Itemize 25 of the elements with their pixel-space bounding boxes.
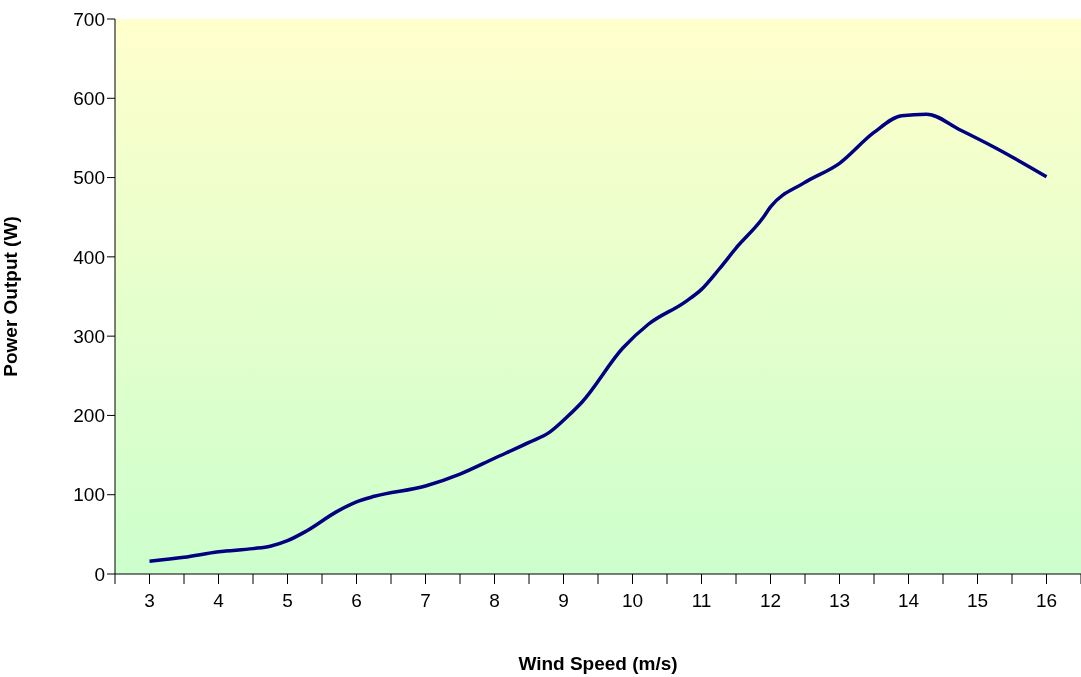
y-tick-label: 200: [73, 405, 105, 427]
x-tick-label: 4: [213, 590, 225, 612]
x-tick-label: 9: [558, 590, 569, 612]
x-tick-label: 14: [897, 590, 920, 612]
y-tick-label: 0: [94, 563, 105, 585]
y-tick-label: 100: [73, 484, 105, 506]
y-axis-title: Power Output (W): [0, 216, 21, 377]
y-tick-label: 600: [73, 88, 105, 110]
x-tick-label: 13: [828, 590, 851, 612]
y-tick-label: 400: [73, 246, 105, 268]
x-tick-label: 5: [282, 590, 293, 612]
x-tick-label: 15: [966, 590, 989, 612]
x-axis-title: Wind Speed (m/s): [518, 653, 678, 674]
x-tick-label: 7: [420, 590, 431, 612]
x-tick-label: 16: [1035, 590, 1058, 612]
x-tick-label: 10: [621, 590, 644, 612]
y-tick-label: 300: [73, 325, 105, 347]
x-tick-label: 8: [489, 590, 500, 612]
y-tick-label: 500: [73, 167, 105, 189]
x-tick-label: 6: [351, 590, 362, 612]
y-tick-label: 700: [73, 8, 105, 30]
x-tick-label: 11: [691, 590, 712, 612]
line-series: [147, 112, 1049, 564]
x-tick-label: 3: [144, 590, 155, 612]
x-tick-label: 12: [759, 590, 782, 612]
